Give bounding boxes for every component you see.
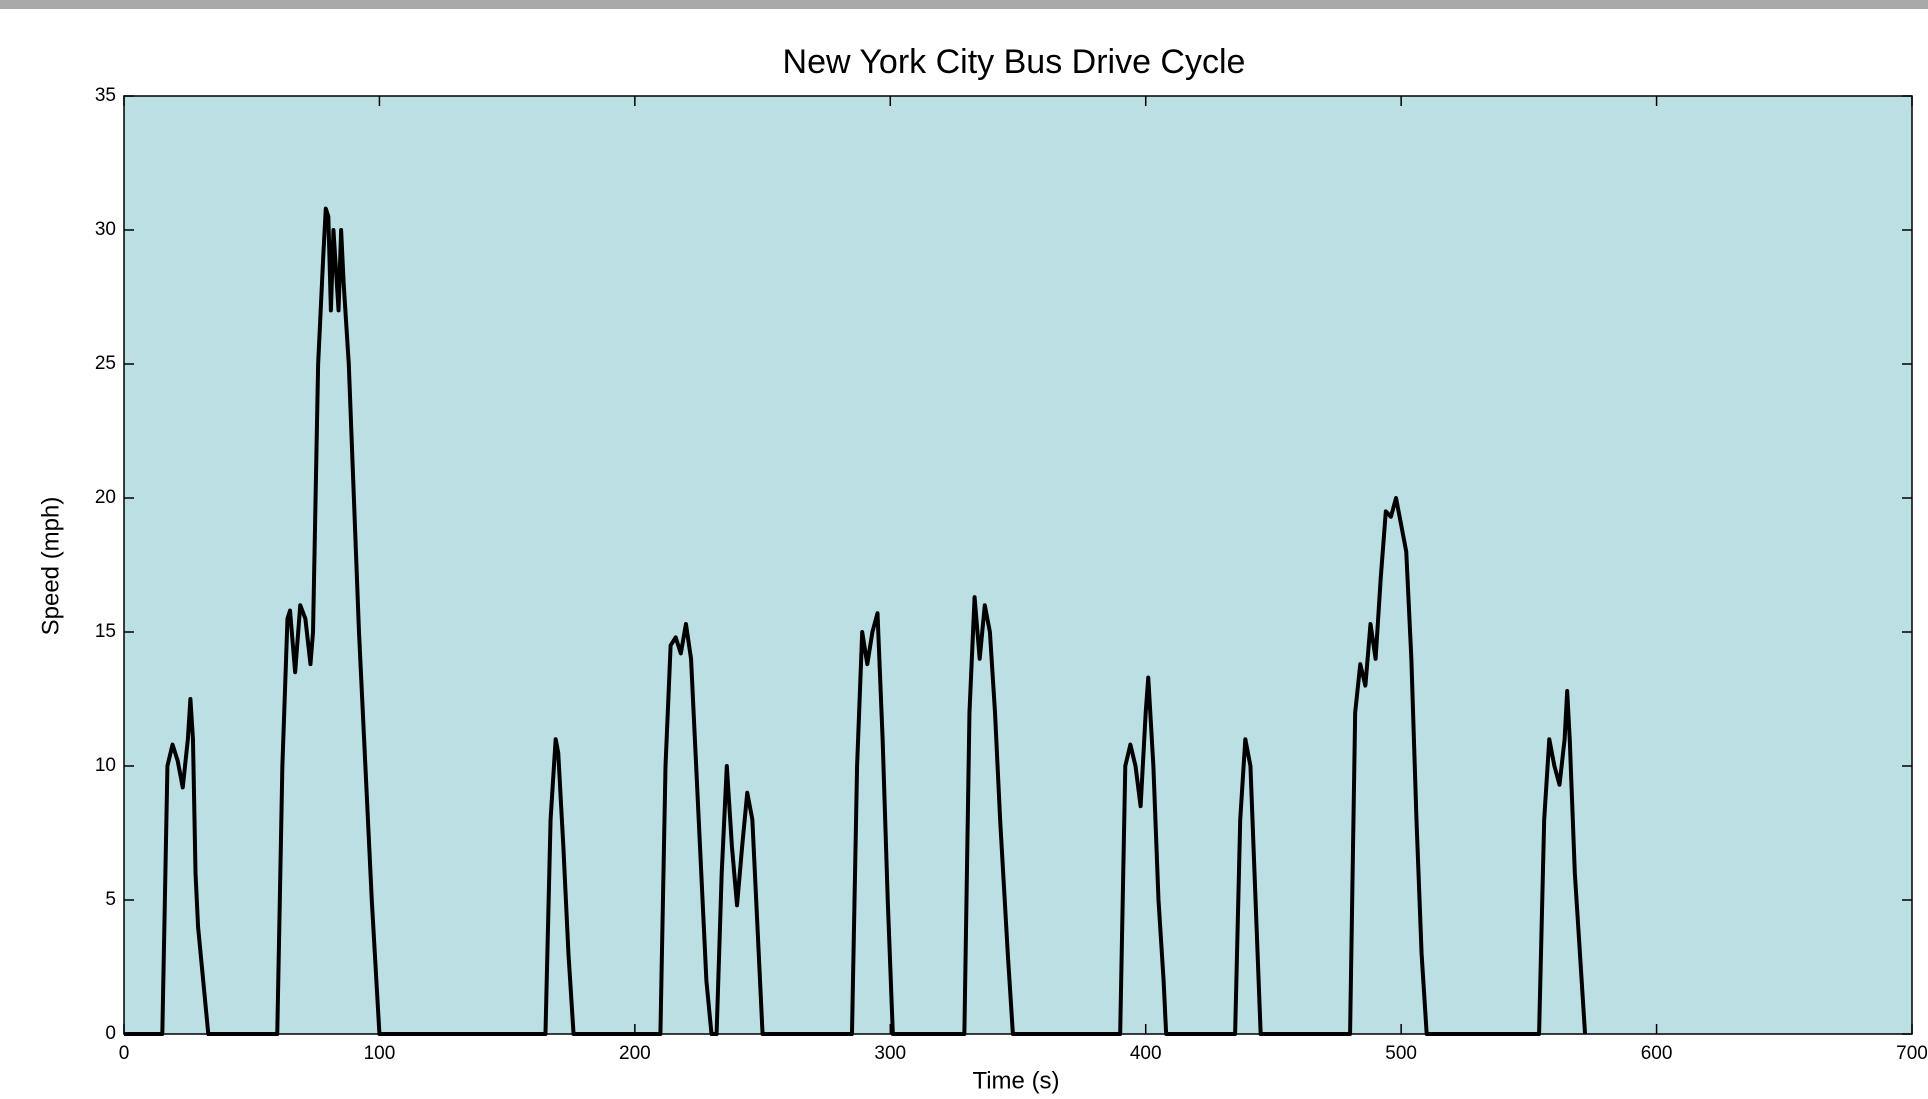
plot-area [123,95,1913,1035]
window-bar [0,0,1928,9]
x-tick-label: 600 [1641,1043,1673,1064]
x-tick-label: 700 [1896,1043,1928,1064]
y-axis-label: Speed (mph) [37,497,64,636]
y-tick-label: 5 [105,889,116,910]
y-tick-label: 35 [95,85,116,106]
x-tick-label: 0 [119,1043,130,1064]
x-tick-label: 300 [874,1043,906,1064]
x-tick-label: 500 [1385,1043,1417,1064]
chart-title: New York City Bus Drive Cycle [783,43,1246,81]
x-tick-label: 400 [1130,1043,1162,1064]
y-tick-label: 10 [95,755,116,776]
y-tick-label: 30 [95,219,116,240]
y-tick-label: 0 [105,1023,116,1044]
x-tick-label: 200 [619,1043,651,1064]
speed-line [124,206,1588,1036]
x-tick-label: 100 [364,1043,396,1064]
y-tick-label: 25 [95,353,116,374]
x-axis-label: Time (s) [972,1067,1059,1094]
y-tick-label: 20 [95,487,116,508]
y-tick-label: 15 [95,621,116,642]
